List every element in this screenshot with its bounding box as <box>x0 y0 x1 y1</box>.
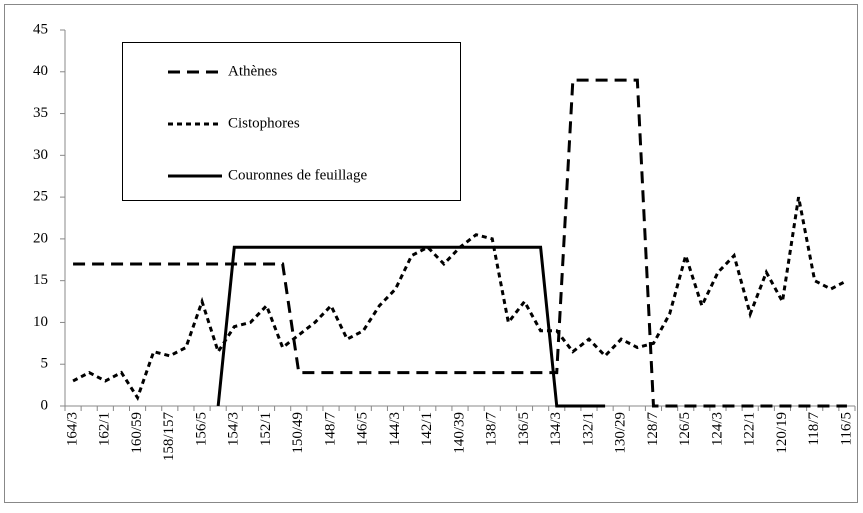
x-tick-label: 120/19 <box>774 412 790 454</box>
x-tick-label: 126/5 <box>677 412 693 446</box>
x-tick-label: 150/49 <box>290 412 306 454</box>
y-tick-label: 35 <box>33 105 48 121</box>
x-tick-label: 116/5 <box>838 412 854 446</box>
series-line <box>216 245 606 408</box>
x-tick-label: 148/7 <box>322 412 338 447</box>
y-tick-label: 30 <box>33 147 48 163</box>
legend-label: Cistophores <box>228 115 300 131</box>
x-tick-label: 128/7 <box>645 412 661 447</box>
y-tick-label: 45 <box>33 21 48 37</box>
series-line <box>73 78 847 408</box>
y-tick-label: 25 <box>33 189 48 205</box>
x-tick-label: 136/5 <box>516 412 532 446</box>
y-tick-label: 40 <box>33 63 48 79</box>
y-tick-label: 15 <box>33 272 48 288</box>
x-tick-label: 156/5 <box>193 412 209 446</box>
x-tick-label: 142/1 <box>419 412 435 446</box>
x-tick-label: 164/3 <box>64 412 80 446</box>
y-tick-label: 5 <box>41 356 49 372</box>
x-tick-label: 138/7 <box>484 412 500 447</box>
x-tick-label: 162/1 <box>97 412 113 446</box>
y-tick-label: 10 <box>33 314 48 330</box>
x-tick-label: 152/1 <box>258 412 274 446</box>
frame <box>4 4 858 503</box>
legend-label: Athènes <box>228 63 277 79</box>
x-tick-label: 124/3 <box>709 412 725 446</box>
x-tick-label: 130/29 <box>613 412 629 454</box>
legend-label: Couronnes de feuillage <box>228 167 367 183</box>
x-tick-label: 122/1 <box>742 412 758 446</box>
series-line <box>72 196 848 402</box>
x-tick-label: 132/1 <box>580 412 596 446</box>
x-tick-label: 118/7 <box>806 412 822 446</box>
x-tick-label: 158/157 <box>161 412 177 462</box>
x-tick-label: 154/3 <box>226 412 242 446</box>
x-tick-label: 144/3 <box>387 412 403 446</box>
x-tick-label: 146/5 <box>355 412 371 446</box>
x-tick-label: 140/39 <box>451 412 467 454</box>
x-tick-label: 160/59 <box>129 412 145 454</box>
y-tick-label: 20 <box>33 230 48 246</box>
x-tick-label: 134/3 <box>548 412 564 446</box>
legend-box <box>122 42 461 201</box>
y-tick-label: 0 <box>41 397 49 413</box>
